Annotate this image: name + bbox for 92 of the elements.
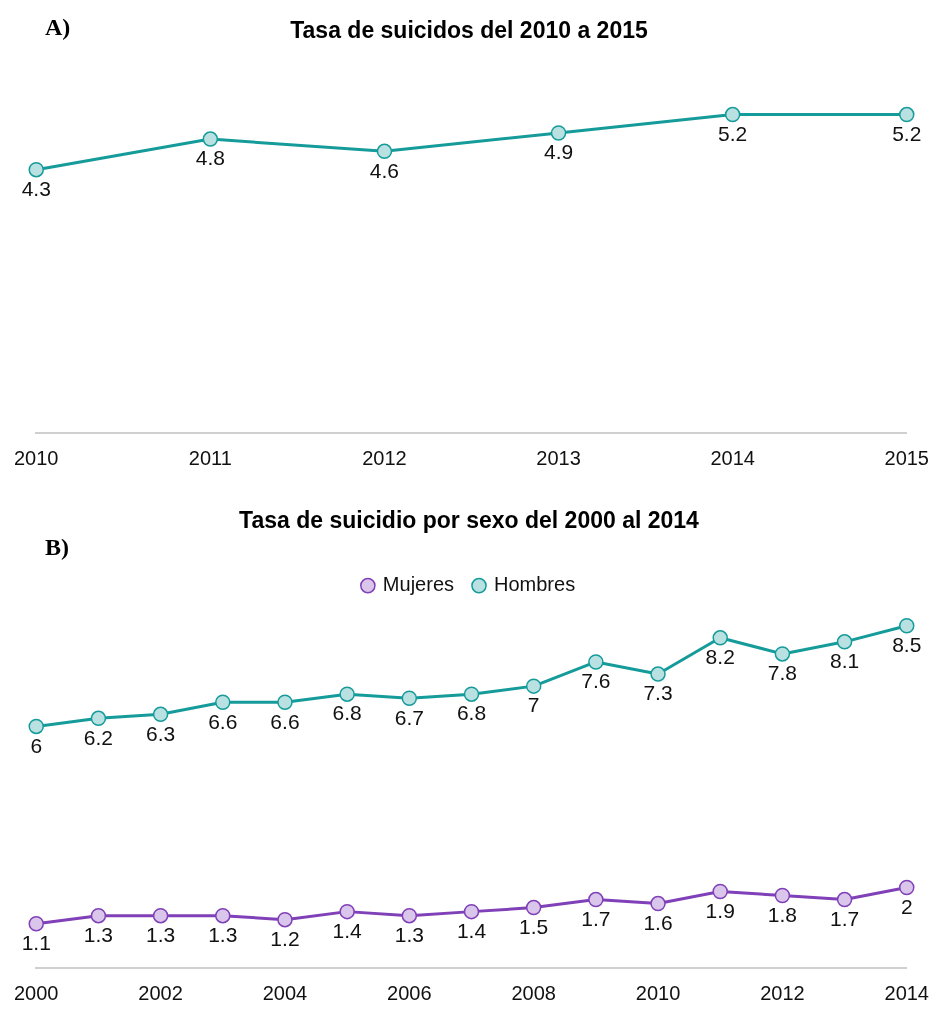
data-label: 1.1	[21, 931, 51, 954]
point	[90, 710, 107, 727]
data-label: 1.7	[581, 906, 611, 930]
x-tick-label: 2006	[387, 981, 432, 1004]
point	[152, 706, 169, 723]
point	[401, 690, 418, 706]
point	[712, 630, 728, 646]
x-tick-label: 2002	[138, 981, 183, 1004]
data-label: 6.7	[394, 705, 424, 729]
point	[836, 634, 853, 650]
point	[650, 895, 666, 912]
data-label: 6.6	[208, 709, 238, 733]
data-label: 8.5	[892, 633, 922, 657]
data-label: 1.3	[208, 922, 238, 946]
data-label: 6.8	[332, 701, 362, 725]
point	[401, 907, 418, 924]
x-tick-label: 2012	[362, 446, 407, 469]
point	[774, 646, 791, 662]
x-tick-label: 2011	[188, 446, 232, 469]
point	[277, 694, 293, 710]
point	[724, 106, 741, 123]
point	[463, 903, 480, 920]
point	[899, 617, 915, 634]
x-tick-label: 2000	[14, 981, 59, 1004]
data-label: 6.6	[270, 709, 300, 733]
data-label: 5.2	[892, 121, 922, 145]
data-label: 7.3	[643, 681, 673, 705]
point	[774, 887, 791, 904]
data-label: 1.4	[456, 918, 487, 942]
point	[90, 907, 107, 924]
data-label: 2	[900, 894, 913, 918]
text: B)	[45, 534, 69, 561]
point	[899, 879, 915, 896]
data-label: 1.3	[83, 922, 114, 946]
legend-label: Hombres	[494, 573, 576, 596]
data-label: 6.3	[146, 721, 176, 745]
data-label: 7.8	[767, 661, 797, 685]
point	[339, 903, 355, 920]
x-tick-label: 2004	[262, 981, 308, 1004]
point	[588, 891, 604, 908]
x-tick-label: 2010	[14, 446, 59, 469]
point	[463, 686, 480, 702]
point	[215, 694, 231, 710]
point	[550, 125, 567, 141]
data-label: 4.9	[543, 140, 574, 164]
text: A)	[45, 14, 71, 41]
data-label: 7.6	[581, 669, 611, 693]
point	[277, 911, 293, 928]
x-tick-label: 2013	[536, 446, 581, 469]
point	[202, 131, 219, 147]
point	[525, 899, 542, 916]
x-tick-label: 2008	[511, 981, 556, 1004]
data-label: 6	[30, 733, 43, 757]
data-label: 6.8	[456, 701, 487, 725]
data-label: 4.6	[369, 158, 400, 182]
data-label: 1.5	[519, 914, 549, 938]
point	[152, 907, 169, 924]
point	[215, 907, 231, 924]
data-label: 1.9	[705, 898, 735, 922]
legend-label: Mujeres	[382, 573, 455, 596]
x-tick-label: 2012	[760, 981, 805, 1004]
point	[525, 678, 542, 694]
chart-title: Tasa de suicidio por sexo del 2000 al 2014	[239, 507, 700, 534]
point	[836, 891, 853, 908]
point	[650, 666, 666, 682]
x-tick-label: 2015	[884, 446, 929, 469]
point	[28, 718, 44, 735]
x-tick-label: 2014	[884, 981, 929, 1004]
point	[899, 106, 915, 123]
data-label: 1.4	[332, 918, 363, 942]
point	[28, 915, 44, 932]
data-label: 1.3	[146, 922, 176, 946]
point	[376, 143, 393, 160]
data-label: 1.6	[643, 910, 673, 934]
data-label: 1.3	[394, 922, 424, 946]
point	[339, 686, 355, 702]
data-label: 4.8	[195, 146, 225, 170]
data-label: 1.8	[767, 902, 797, 926]
data-label: 1.2	[270, 926, 300, 950]
point	[588, 654, 604, 670]
chart-title: Tasa de suicidos del 2010 a 2015	[290, 17, 648, 44]
x-tick-label: 2014	[710, 446, 755, 469]
data-label: 6.2	[83, 725, 114, 749]
x-tick-label: 2010	[635, 981, 681, 1004]
data-label: 5.2	[718, 121, 748, 145]
data-label: 8.2	[705, 645, 735, 669]
data-label: 1.7	[829, 906, 860, 930]
data-label: 7	[527, 693, 540, 717]
point	[712, 883, 728, 900]
data-label: 8.1	[829, 649, 860, 673]
data-label: 4.3	[21, 176, 51, 200]
point	[28, 161, 44, 178]
